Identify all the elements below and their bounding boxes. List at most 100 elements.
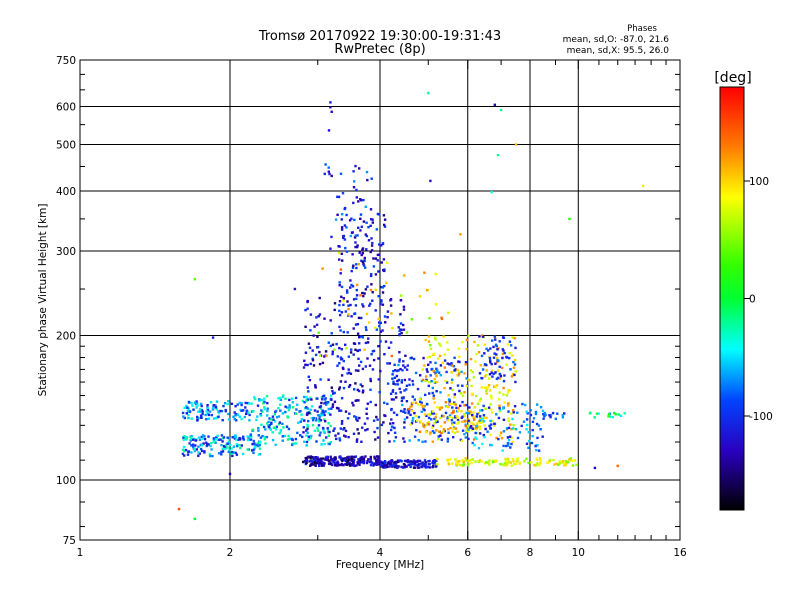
data-point xyxy=(431,424,435,428)
data-point xyxy=(532,417,536,420)
data-point xyxy=(507,419,510,423)
data-point xyxy=(446,362,449,365)
data-point xyxy=(511,417,514,421)
data-point xyxy=(266,414,269,417)
data-point xyxy=(330,174,333,178)
data-point xyxy=(412,357,416,361)
data-point xyxy=(369,302,372,305)
data-point xyxy=(366,460,369,463)
data-point xyxy=(357,226,360,229)
data-point xyxy=(414,414,417,418)
data-point xyxy=(354,164,357,168)
data-point xyxy=(429,179,432,183)
data-point xyxy=(327,129,331,132)
data-point xyxy=(221,419,224,422)
data-point xyxy=(194,444,197,447)
data-point xyxy=(362,220,366,223)
data-point xyxy=(492,345,495,349)
data-point xyxy=(223,402,227,405)
data-point xyxy=(244,406,247,409)
data-point xyxy=(352,298,356,301)
data-point xyxy=(185,412,188,415)
data-point xyxy=(272,418,275,421)
colorbar-label: [deg] xyxy=(714,70,751,86)
data-point xyxy=(367,239,371,242)
data-point xyxy=(424,440,427,443)
data-point xyxy=(422,407,425,411)
data-point xyxy=(230,450,234,454)
data-point xyxy=(419,374,422,377)
data-point xyxy=(344,310,347,313)
data-point xyxy=(197,436,201,439)
data-point xyxy=(184,437,187,440)
data-point xyxy=(303,401,306,404)
data-point xyxy=(434,338,437,341)
data-point xyxy=(264,442,267,445)
data-point xyxy=(311,424,315,427)
data-point xyxy=(209,444,212,448)
data-point xyxy=(436,370,439,373)
data-point xyxy=(319,459,323,463)
data-point xyxy=(360,259,363,262)
data-point xyxy=(394,392,398,395)
data-point xyxy=(329,344,332,348)
data-point xyxy=(346,372,349,375)
data-point xyxy=(370,244,374,247)
data-point xyxy=(505,394,509,397)
data-point xyxy=(399,459,402,462)
data-point xyxy=(490,371,493,374)
data-point xyxy=(356,388,359,392)
data-point xyxy=(424,393,427,397)
data-point xyxy=(431,410,435,413)
data-point xyxy=(418,459,422,463)
data-point xyxy=(465,377,468,380)
stats-heading: Phases xyxy=(627,24,657,34)
data-point xyxy=(182,445,186,449)
data-point xyxy=(428,466,431,469)
data-point xyxy=(413,466,416,469)
data-point xyxy=(338,386,341,389)
data-point xyxy=(506,343,509,346)
data-point xyxy=(325,455,328,459)
data-point xyxy=(363,256,366,260)
data-point xyxy=(200,449,204,453)
data-point xyxy=(397,460,400,463)
data-point xyxy=(370,249,374,252)
data-point xyxy=(297,421,300,424)
data-point xyxy=(240,401,243,405)
data-point xyxy=(393,376,397,379)
data-point xyxy=(407,411,410,415)
data-point xyxy=(331,343,335,346)
data-point xyxy=(363,292,366,295)
data-point xyxy=(471,371,474,374)
data-point xyxy=(423,459,427,462)
data-point xyxy=(339,272,342,275)
data-point xyxy=(416,466,419,469)
data-point xyxy=(323,413,326,417)
data-point xyxy=(355,288,358,292)
data-point xyxy=(340,422,344,425)
data-point xyxy=(611,416,614,419)
data-point xyxy=(322,430,325,433)
data-point xyxy=(508,352,511,355)
y-tick-label: 500 xyxy=(56,140,76,152)
data-point xyxy=(270,418,273,421)
data-point xyxy=(227,440,231,443)
data-point xyxy=(342,367,345,371)
data-point xyxy=(455,463,458,466)
data-point xyxy=(382,214,386,217)
data-point xyxy=(424,461,427,464)
data-point xyxy=(342,457,345,460)
data-point xyxy=(373,430,376,434)
data-point xyxy=(364,266,367,269)
data-point xyxy=(478,419,482,422)
data-point xyxy=(325,403,328,406)
data-point xyxy=(439,344,442,347)
data-point xyxy=(383,218,387,221)
data-point xyxy=(413,398,416,401)
data-point xyxy=(299,420,302,423)
data-point xyxy=(377,357,380,360)
data-point xyxy=(436,420,439,423)
data-point xyxy=(489,347,492,350)
data-point xyxy=(454,403,457,406)
